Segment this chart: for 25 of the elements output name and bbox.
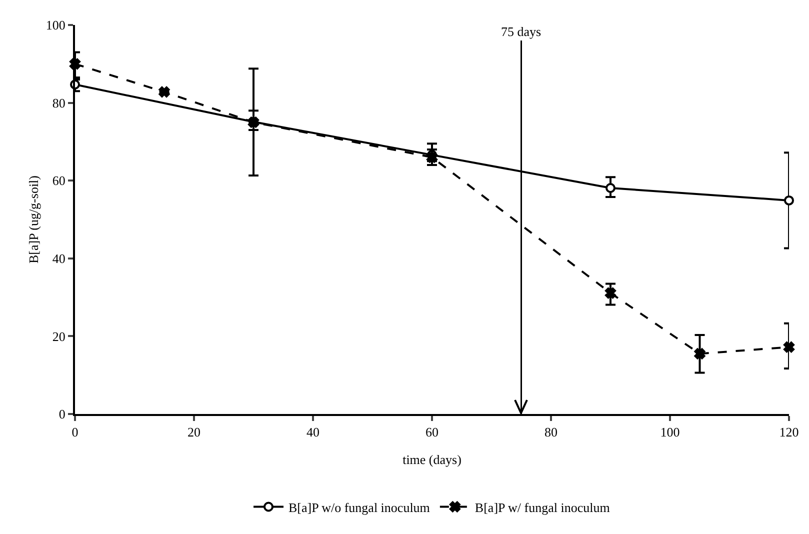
legend-label: B[a]P w/ fungal inoculum — [474, 500, 610, 515]
point — [783, 342, 795, 353]
y-tick-label: 0 — [58, 406, 66, 422]
x-tick-label: 20 — [188, 424, 200, 440]
legend-label: B[a]P w/o fungal inoculum — [288, 500, 430, 515]
point — [426, 152, 438, 163]
point — [604, 288, 616, 299]
x-tick-label: 0 — [72, 424, 78, 440]
x-tick-label: 120 — [779, 424, 799, 440]
x-tick-label: 40 — [306, 424, 320, 440]
point — [158, 86, 170, 98]
y-axis-title: B[a]P (ug/g-soil) — [26, 176, 41, 264]
point — [784, 195, 794, 206]
point — [694, 348, 706, 360]
x-tick-label: 60 — [426, 424, 438, 440]
y-tick-label: 60 — [52, 173, 66, 188]
y-tick-label: 40 — [52, 250, 66, 266]
y-tick-label: 80 — [52, 95, 66, 110]
y-tick-label: 100 — [46, 18, 66, 33]
x-tick-label: 100 — [660, 424, 680, 440]
ref-line-label: 75 days — [501, 24, 542, 39]
point — [606, 182, 616, 193]
y-tick-label: 20 — [52, 328, 66, 344]
x-axis-title: time (days) — [402, 452, 462, 467]
x-tick-label: 80 — [544, 424, 558, 440]
